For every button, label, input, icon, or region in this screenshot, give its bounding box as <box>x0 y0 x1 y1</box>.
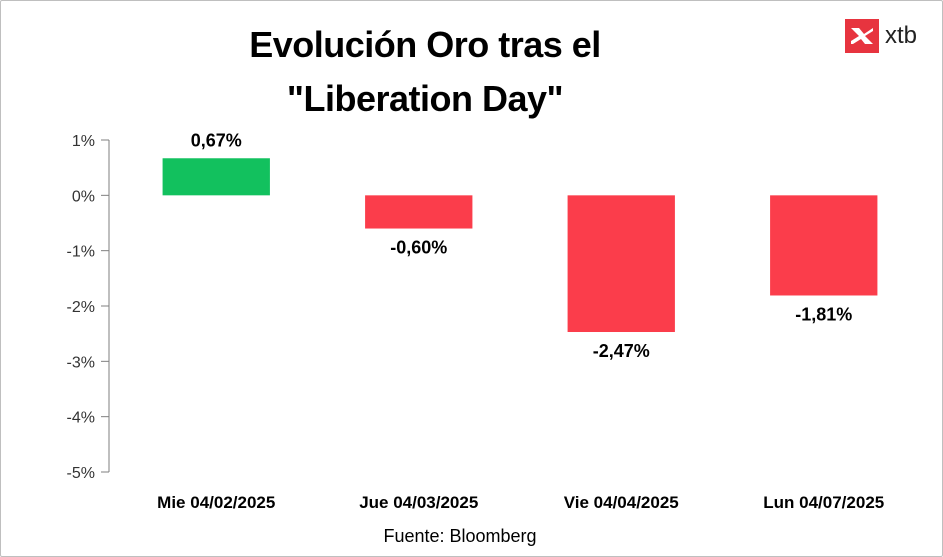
brand-name: xtb <box>885 22 918 49</box>
bar <box>770 195 878 296</box>
data-label: -1,81% <box>795 304 852 324</box>
data-label: -0,60% <box>390 238 447 258</box>
chart-title-line-2: "Liberation Day" <box>286 78 564 119</box>
y-tick-label: -3% <box>67 354 95 371</box>
y-tick-label: -1% <box>67 244 95 261</box>
data-label: 0,67% <box>191 130 242 150</box>
bar <box>162 158 270 196</box>
brand-logo: xtb <box>845 18 917 54</box>
y-tick-label: 0% <box>72 188 95 205</box>
x-tick-label: Jue 04/03/2025 <box>359 493 478 512</box>
xtb-logo-icon <box>845 19 879 53</box>
y-tick-label: -5% <box>67 465 95 482</box>
x-tick-label: Vie 04/04/2025 <box>564 493 679 512</box>
x-tick-label: Mie 04/02/2025 <box>157 493 275 512</box>
source-note: Fuente: Bloomberg <box>383 526 537 546</box>
y-tick-label: -2% <box>67 299 95 316</box>
bar <box>567 195 675 333</box>
data-label: -2,47% <box>593 341 650 361</box>
y-tick-label: 1% <box>72 133 95 150</box>
chart-title-line-1: Evolución Oro tras el <box>249 24 601 65</box>
x-tick-label: Lun 04/07/2025 <box>763 493 884 512</box>
bar <box>365 195 473 229</box>
y-tick-label: -4% <box>67 410 95 427</box>
